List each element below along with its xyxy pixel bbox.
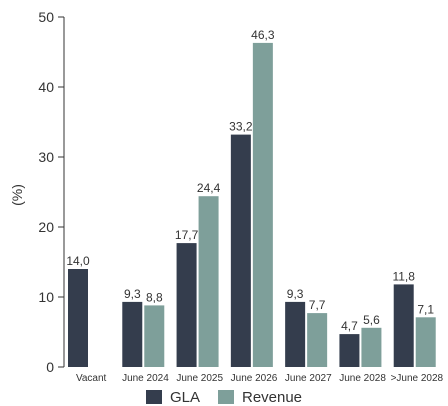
data-label-gla-3: 33,2 xyxy=(229,120,253,134)
x-tick-label: June 2027 xyxy=(285,373,332,384)
data-label-revenue-5: 5,6 xyxy=(363,313,380,327)
legend: GLA Revenue xyxy=(0,388,448,406)
legend-label-gla: GLA xyxy=(169,388,200,406)
legend-item-gla: GLA xyxy=(145,388,200,406)
x-tick-label: June 2025 xyxy=(176,373,223,384)
y-tick-label: 0 xyxy=(46,359,54,375)
data-label-revenue-2: 24,4 xyxy=(197,181,221,195)
data-label-gla-1: 9,3 xyxy=(124,287,141,301)
y-tick-label: 20 xyxy=(38,219,54,235)
y-axis: 0 10 20 30 40 50 xyxy=(38,9,65,375)
bar-revenue-6 xyxy=(415,317,436,367)
data-label-gla-6: 11,8 xyxy=(392,269,415,283)
x-tick-label: June 2026 xyxy=(231,373,278,384)
bar-revenue-5 xyxy=(361,327,382,367)
data-label-gla-0: 14,0 xyxy=(66,254,90,268)
x-axis-labels: Vacant June 2024 June 2025 June 2026 June 20… xyxy=(76,373,444,384)
bar-gla-2 xyxy=(176,243,197,367)
data-labels: 14,0 9,3 8,8 17,7 24,4 33,2 46,3 9,3 7,7 4,7 5,6 11… xyxy=(66,28,434,333)
bars xyxy=(68,42,436,368)
data-label-gla-5: 4,7 xyxy=(341,319,358,333)
bar-revenue-4 xyxy=(307,313,328,367)
data-label-revenue-3: 46,3 xyxy=(251,28,275,42)
legend-item-revenue: Revenue xyxy=(217,388,303,406)
bar-revenue-1 xyxy=(144,305,165,367)
x-tick-label: Vacant xyxy=(76,373,107,384)
y-axis-title: (%) xyxy=(9,184,25,206)
y-tick-label: 50 xyxy=(38,9,54,25)
legend-swatch-gla xyxy=(145,390,162,404)
legend-label-revenue: Revenue xyxy=(241,388,303,406)
data-label-gla-2: 17,7 xyxy=(175,228,199,242)
bar-gla-4 xyxy=(285,301,306,367)
y-tick-label: 40 xyxy=(38,79,54,95)
bar-revenue-3 xyxy=(252,42,273,368)
bar-gla-3 xyxy=(230,134,251,367)
bar-gla-1 xyxy=(122,301,143,367)
data-label-gla-4: 9,3 xyxy=(287,287,304,301)
bar-chart: 0 10 20 30 40 50 14,0 9,3 8,8 17,7 24,4 33,2 46,3 9,… xyxy=(9,9,444,384)
bar-revenue-2 xyxy=(198,196,219,367)
bar-gla-6 xyxy=(393,284,414,367)
x-tick-label: June 2024 xyxy=(122,373,169,384)
data-label-revenue-6: 7,1 xyxy=(417,302,434,316)
data-label-revenue-1: 8,8 xyxy=(146,290,163,304)
x-tick-label: June 2028 xyxy=(339,373,386,384)
data-label-revenue-4: 7,7 xyxy=(309,298,326,312)
bar-gla-5 xyxy=(339,334,360,367)
x-tick-label: >June 2028 xyxy=(391,373,444,384)
y-tick-label: 10 xyxy=(38,289,54,305)
legend-swatch-revenue xyxy=(217,390,234,404)
bar-gla-0 xyxy=(68,269,88,367)
y-tick-label: 30 xyxy=(38,149,54,165)
